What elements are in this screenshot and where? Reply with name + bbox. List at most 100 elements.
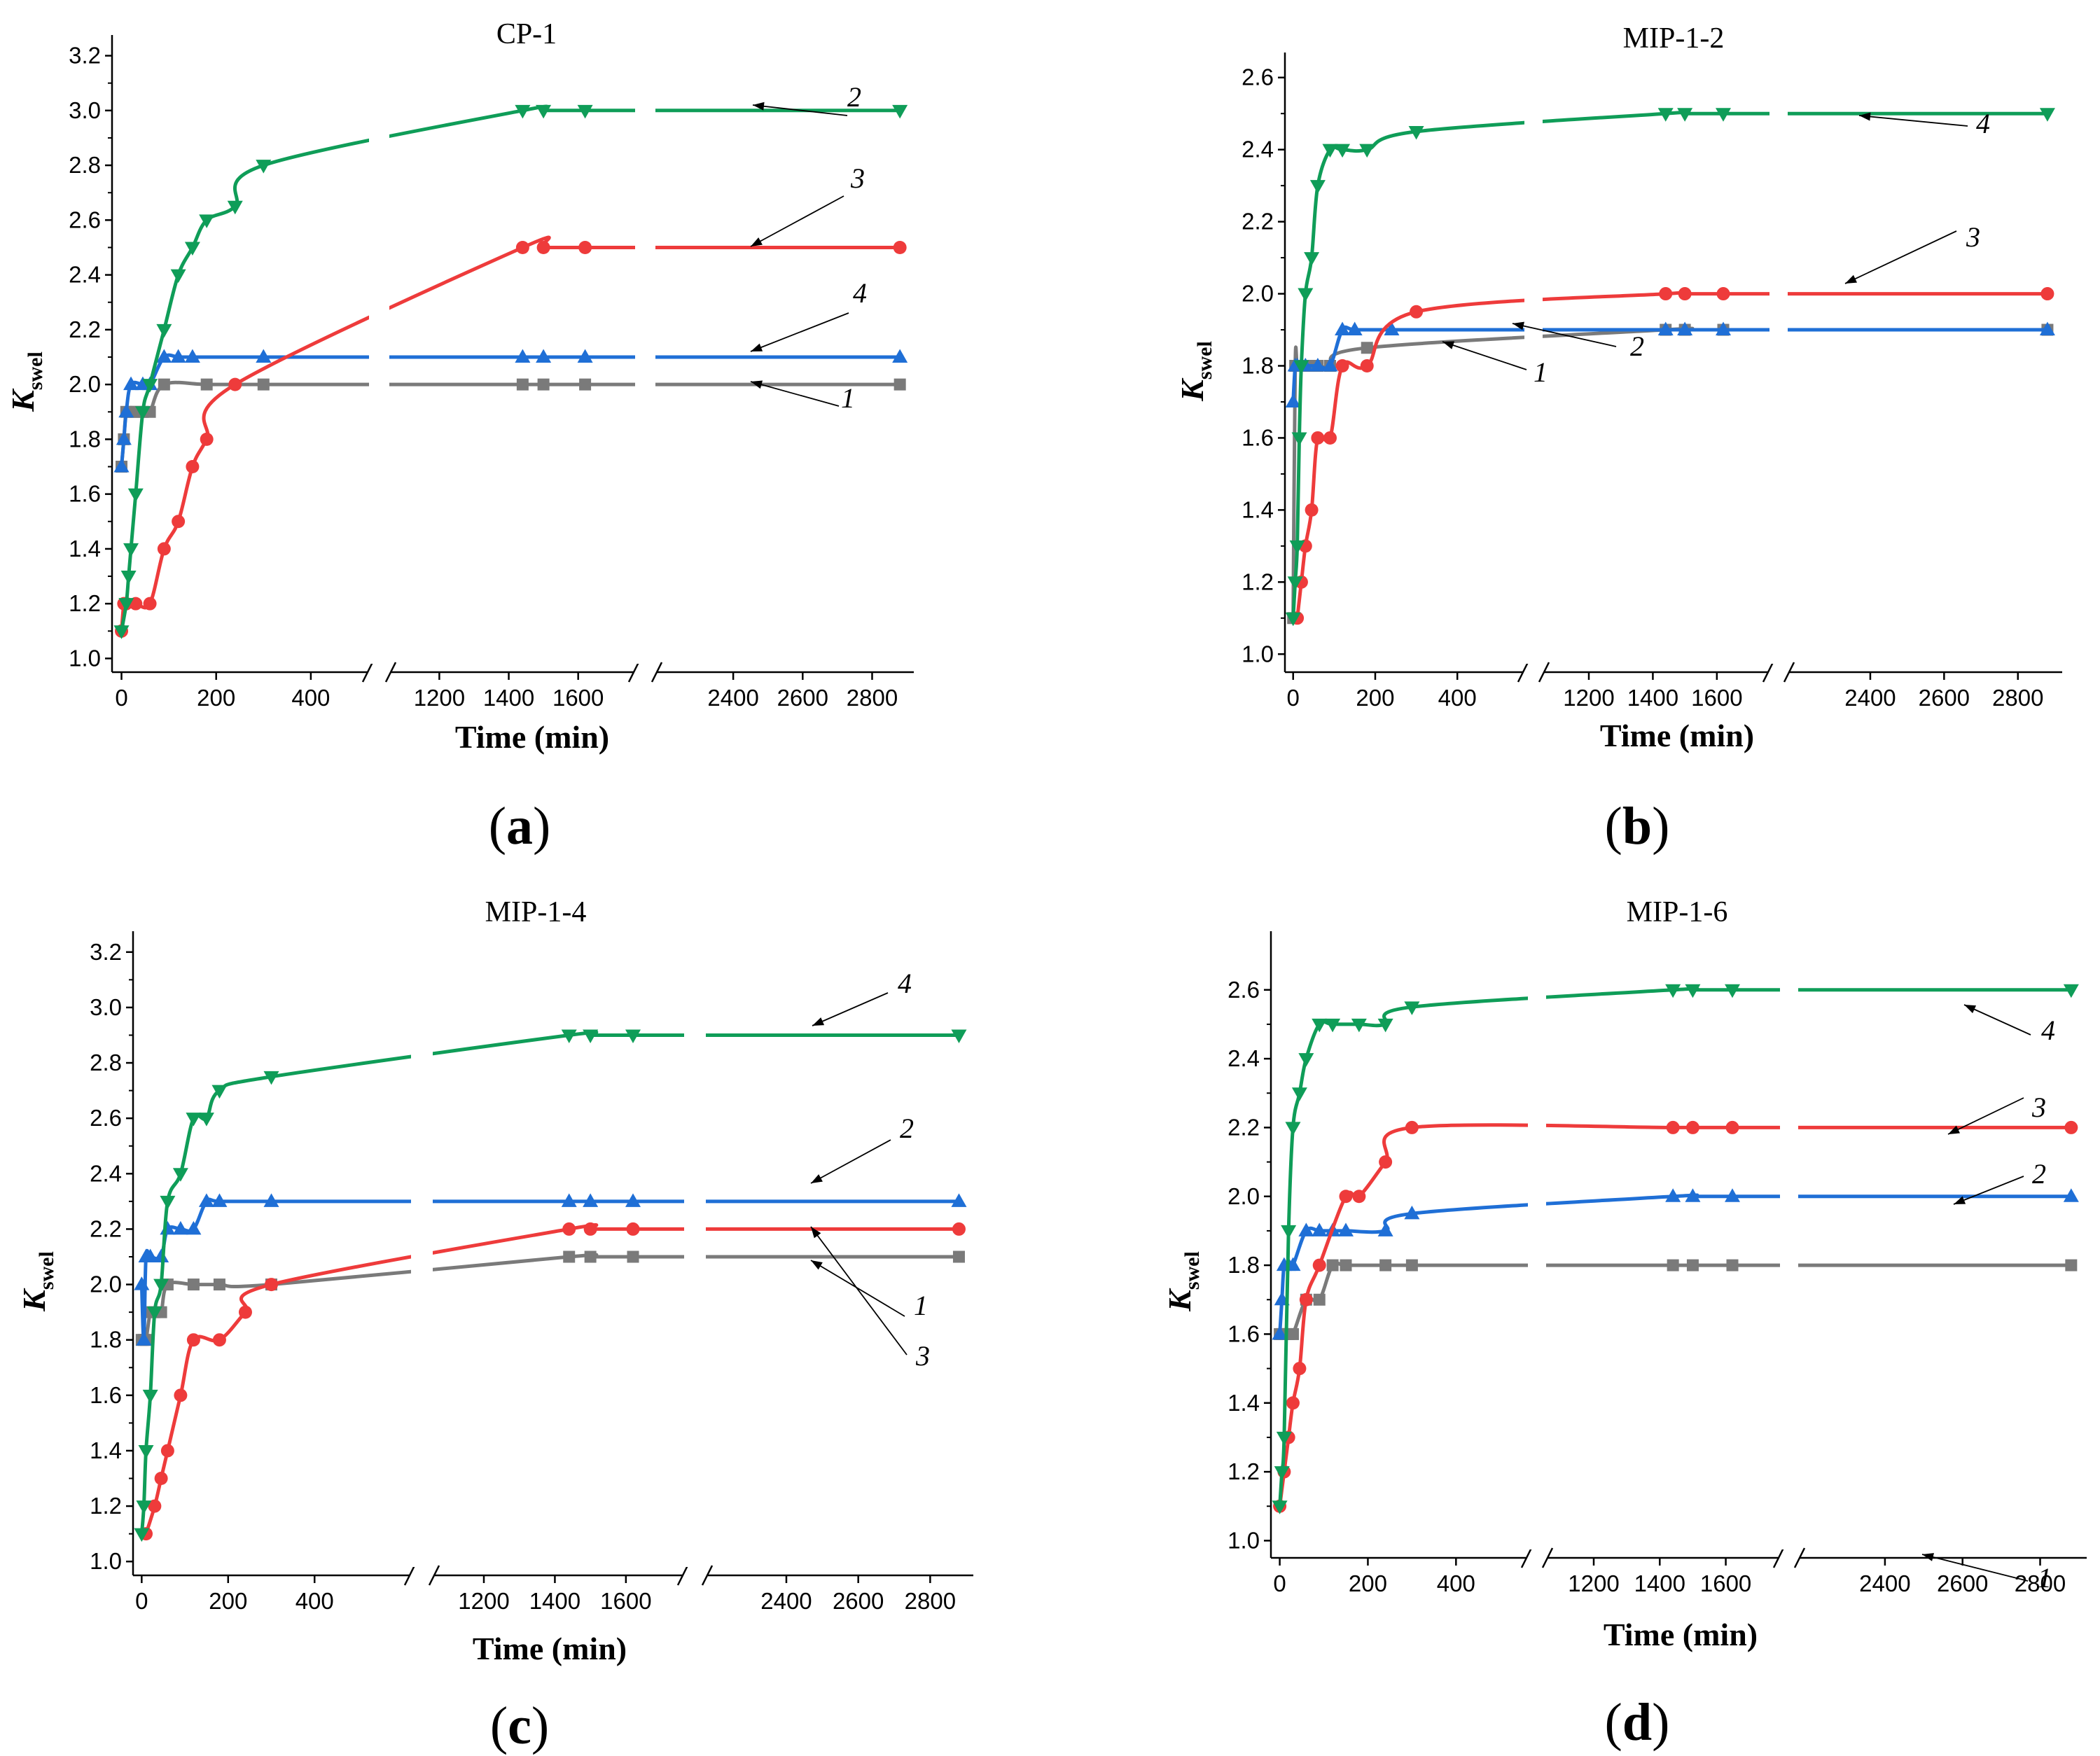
series-3-marker (1305, 503, 1319, 517)
series-4-marker (1312, 1018, 1328, 1033)
series-4-marker (199, 214, 215, 228)
y-tick-label: 1.6 (90, 1382, 122, 1408)
series-3-marker (1299, 1292, 1313, 1306)
series-3-marker (1678, 287, 1692, 301)
x-tick-label: 1600 (1700, 1570, 1751, 1596)
label-arrow-head (1948, 1125, 1961, 1134)
series-2-marker (1298, 1222, 1314, 1236)
y-tick-label: 2.0 (69, 371, 101, 397)
series-4-marker (186, 1113, 202, 1127)
curve-label-3: 3 (2031, 1092, 2046, 1123)
series-4-marker (184, 242, 200, 256)
curve-label-1: 1 (2038, 1562, 2052, 1594)
y-tick-label: 2.0 (90, 1271, 122, 1297)
curve-label-3: 3 (850, 162, 865, 194)
series-1-marker (213, 1278, 225, 1291)
y-tick-label: 2.8 (90, 1050, 122, 1075)
curve-label-1: 1 (841, 382, 855, 414)
y-tick-label: 2.6 (90, 1105, 122, 1131)
series-1-marker (1686, 1259, 1699, 1271)
y-axis-title-sub: swel (24, 351, 47, 390)
x-tick-label: 400 (291, 685, 330, 711)
panel-b-y-axis-title: Kswel (1174, 341, 1216, 402)
series-4-marker (2039, 108, 2055, 122)
series-4-marker (1298, 288, 1314, 302)
panel-c-plot: 1.0 1.2 1.4 1.6 1.8 2.0 2.2 2.4 2.6 2.8 3.0 3.2 0 200… (90, 924, 973, 1614)
label-arrow-head (812, 1017, 825, 1026)
curve-label-1: 1 (914, 1290, 928, 1321)
series-4-marker (1298, 1053, 1314, 1067)
x-tick-label: 1200 (1568, 1570, 1619, 1596)
series-4-marker (561, 1029, 577, 1043)
label-arrow-head (751, 343, 763, 351)
curve-label-2: 2 (2032, 1158, 2046, 1190)
y-tick-label: 1.8 (69, 426, 101, 452)
series-3-marker (1286, 1396, 1300, 1410)
series-3-marker (1312, 1258, 1326, 1272)
panel-d-letter: (d) (1605, 1693, 1670, 1752)
series-1-marker (579, 378, 592, 391)
y-axis-title-sub: swel (35, 1251, 58, 1290)
series-3-marker (2040, 287, 2054, 301)
label-arrow-head (751, 380, 763, 389)
series-2-marker (263, 1193, 279, 1207)
series-4-marker (127, 488, 144, 503)
series-2-marker (1685, 1188, 1701, 1202)
series-3-marker (148, 1499, 162, 1513)
series-4 (113, 28, 908, 664)
series-2-marker (118, 403, 134, 418)
x-tick-label: 2600 (1919, 685, 1970, 711)
y-tick-label: 2.4 (1242, 137, 1274, 162)
series-4-marker (134, 1528, 150, 1542)
series-2-marker (951, 1193, 967, 1207)
series-4-marker (170, 269, 186, 284)
series-3-marker (238, 1305, 252, 1319)
series-1-marker (952, 1250, 965, 1263)
break-gap-mask (684, 924, 706, 1567)
y-tick-label: 2.4 (69, 262, 101, 288)
panel-d-plot: 1.01.21.41.61.82.02.22.42.60 200 400 1200 14… (1228, 924, 2087, 1596)
series-2-marker (1322, 358, 1338, 372)
x-tick-label: 0 (1287, 685, 1300, 711)
panel-b-letter-text: b (1622, 797, 1652, 856)
label-arrow-head (811, 1227, 821, 1239)
break-gap-mask (1769, 46, 1788, 664)
series-3-marker (1335, 359, 1349, 372)
x-tick-label: 1400 (483, 685, 534, 711)
y-tick-label: 1.2 (90, 1493, 122, 1519)
panel-b-plot: 1.01.21.41.61.82.02.22.42.60 200 400 1200 14… (1242, 46, 2062, 711)
series-3-marker (1360, 359, 1374, 372)
series-4-marker (1404, 1001, 1420, 1015)
series-2-marker (625, 1193, 641, 1207)
panel-b-x-axis-title: Time (min) (1600, 718, 1754, 753)
series-3-marker (1410, 305, 1424, 319)
series-1-marker (1667, 1259, 1679, 1271)
y-axis-title-main: K (1162, 1288, 1197, 1312)
y-tick-label: 1.2 (1242, 569, 1274, 594)
panel-d-title: MIP-1-6 (1627, 896, 1728, 928)
x-tick-label: 2600 (777, 685, 828, 711)
y-tick-label: 2.2 (90, 1215, 122, 1241)
y-axis-title-main: K (5, 388, 41, 412)
label-leader-line (750, 312, 849, 352)
label-leader-line (1947, 1097, 2024, 1135)
panel-b: MIP-1-2 1.0 1.2 1.4 1.6 1.8 2.0 2.2 2.4 2.6 0 200 4… (1174, 22, 2062, 856)
curve-label-1: 1 (1534, 356, 1548, 388)
series-2-marker (136, 1332, 152, 1346)
series-2-marker (172, 1220, 188, 1235)
series-2-marker (515, 349, 531, 363)
series-3-marker (143, 597, 157, 611)
y-tick-label: 3.2 (90, 939, 122, 965)
curve-label-4: 4 (853, 277, 867, 309)
series-2-marker (156, 349, 172, 363)
panel-c-x-axis-title: Time (min) (473, 1631, 627, 1666)
series-2-marker (2039, 321, 2055, 336)
series-4 (1272, 924, 2079, 1549)
series-2-marker (1312, 1222, 1328, 1236)
series-1-marker (1726, 1259, 1739, 1271)
series-4-marker (1377, 1018, 1393, 1033)
series-4-marker (1291, 432, 1307, 446)
series-4 (1285, 46, 2055, 664)
series-1-marker (200, 378, 213, 391)
series-3-marker (893, 240, 907, 254)
